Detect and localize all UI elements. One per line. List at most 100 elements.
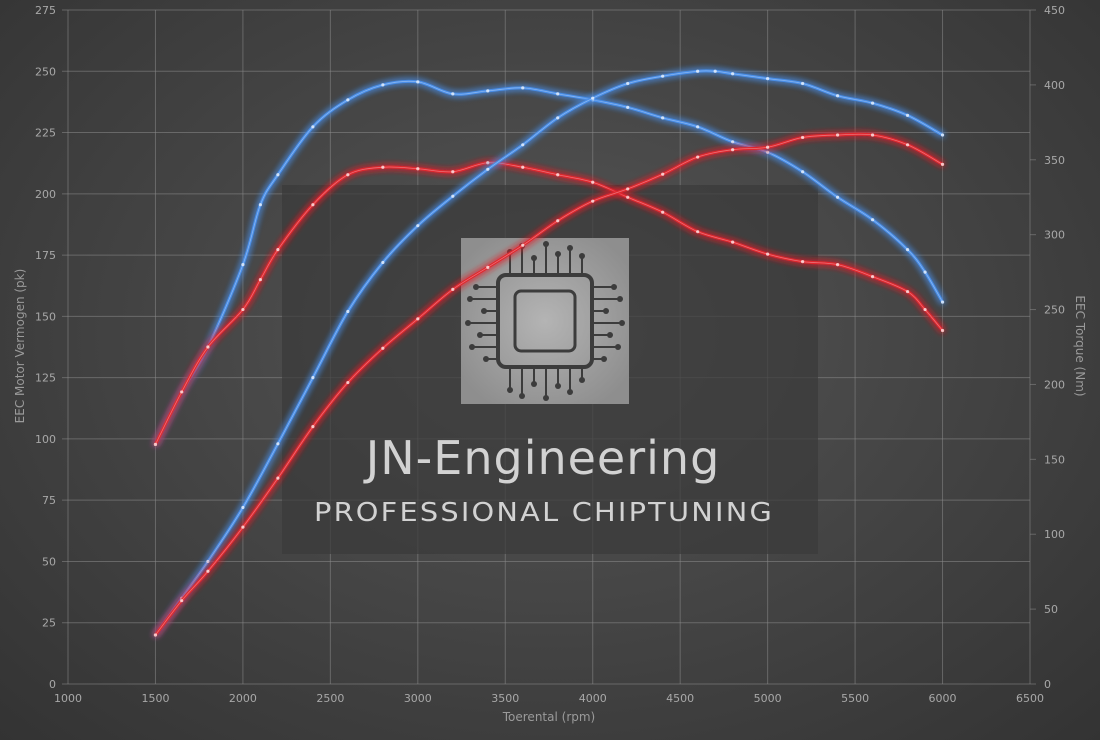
data-point [836, 133, 840, 137]
data-point [801, 81, 805, 86]
data-point [713, 69, 717, 73]
data-point [276, 442, 280, 446]
x-tick-label: 4000 [579, 692, 607, 705]
watermark-subtitle: PROFESSIONAL CHIPTUNING [314, 498, 774, 528]
data-point [381, 165, 385, 169]
data-point [311, 376, 315, 380]
data-point [591, 199, 595, 203]
y-left-tick-label: 250 [35, 65, 56, 78]
data-point [556, 173, 560, 177]
data-point [276, 173, 280, 177]
y-right-axis-ticks: 0 50 100 150 200 250 300 350 400 450 [1044, 4, 1065, 691]
data-point [486, 161, 490, 165]
x-tick-label: 3000 [404, 692, 432, 705]
y-right-tick-label: 0 [1044, 678, 1051, 691]
data-point [241, 505, 245, 510]
data-point [206, 345, 210, 349]
data-point [153, 633, 158, 637]
data-point [206, 559, 210, 564]
y-left-axis-label: EEC Motor Vermogen (pk) [13, 269, 27, 424]
data-point [451, 170, 455, 174]
y-left-tick-label: 200 [35, 188, 56, 201]
data-point [923, 307, 927, 312]
data-point [556, 92, 560, 96]
data-point [836, 94, 840, 98]
y-right-tick-label: 300 [1044, 229, 1065, 242]
data-point [486, 89, 490, 93]
x-tick-label: 3500 [491, 692, 519, 705]
data-point [451, 287, 455, 292]
series-line [153, 161, 945, 446]
series-line-highlight [155, 133, 943, 636]
data-point [416, 317, 420, 321]
data-point [556, 116, 560, 120]
x-tick-label: 5500 [841, 692, 869, 705]
y-right-tick-label: 400 [1044, 79, 1065, 92]
data-point [940, 162, 945, 167]
data-point [731, 72, 735, 76]
data-point [836, 195, 840, 199]
data-point [521, 86, 525, 90]
data-point [870, 218, 875, 222]
watermark: JN-Engineering PROFESSIONAL CHIPTUNING [282, 185, 818, 554]
data-point [661, 74, 665, 78]
data-point [766, 252, 770, 256]
data-point [241, 525, 245, 529]
data-point [258, 278, 262, 282]
y-right-tick-label: 150 [1044, 453, 1065, 466]
y-right-tick-label: 350 [1044, 154, 1065, 167]
data-point [696, 125, 700, 129]
data-point [416, 167, 420, 171]
data-point [870, 275, 875, 279]
data-point [591, 96, 595, 100]
data-point [486, 265, 490, 269]
data-point [206, 569, 210, 573]
data-point [661, 172, 665, 176]
watermark-title: JN-Engineering [363, 431, 721, 485]
data-point [311, 203, 315, 207]
data-point [870, 101, 875, 105]
data-point [591, 180, 595, 184]
data-point [801, 170, 805, 174]
data-point [696, 230, 700, 234]
data-point [521, 165, 525, 169]
y-left-tick-label: 25 [42, 617, 56, 630]
x-tick-label: 2000 [229, 692, 257, 705]
x-tick-label: 2500 [316, 692, 344, 705]
data-point [905, 248, 910, 252]
data-point [661, 210, 665, 214]
data-point [416, 224, 420, 228]
data-point [696, 69, 700, 73]
y-right-tick-label: 200 [1044, 378, 1065, 391]
data-point [940, 133, 945, 137]
data-point [381, 346, 385, 350]
data-point [258, 203, 262, 207]
data-point [381, 260, 385, 265]
data-point [766, 145, 770, 149]
data-point [626, 81, 630, 86]
data-point [696, 155, 700, 159]
data-point [276, 476, 280, 480]
data-point [346, 380, 350, 385]
data-point [923, 270, 927, 274]
series-tuned-right [153, 79, 945, 446]
series-layer [153, 69, 945, 637]
circuit-chip-icon [461, 238, 629, 404]
series-line-highlight [155, 162, 943, 445]
x-axis-label: Toerental (rpm) [502, 710, 595, 724]
y-left-tick-label: 125 [35, 372, 56, 385]
data-point [940, 328, 945, 333]
y-left-tick-label: 175 [35, 249, 56, 262]
y-left-tick-label: 150 [35, 310, 56, 323]
data-point [905, 289, 910, 294]
y-right-axis-label: EEC Torque (Nm) [1073, 295, 1087, 396]
data-point [626, 195, 630, 199]
data-point [381, 83, 385, 87]
data-point [180, 390, 184, 394]
x-axis-ticks: 1000 1500 2000 2500 3000 3500 4000 4500 5000 5500… [54, 692, 1044, 705]
y-right-tick-label: 450 [1044, 4, 1065, 17]
y-left-tick-label: 50 [42, 555, 56, 568]
x-tick-label: 6500 [1016, 692, 1044, 705]
y-right-tick-label: 50 [1044, 603, 1058, 616]
